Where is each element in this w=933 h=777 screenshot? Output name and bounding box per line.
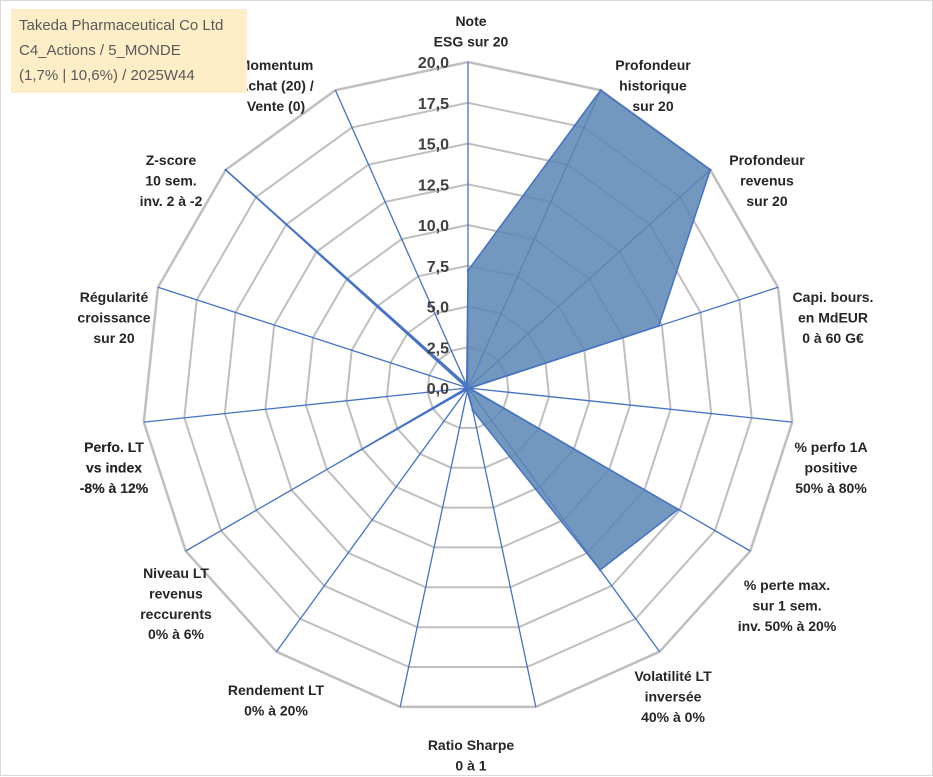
grid-ring	[142, 60, 794, 709]
axis-label-line: -8% à 12%	[80, 480, 149, 496]
axis-label-line: inversée	[645, 689, 702, 705]
axis-label-line: positive	[805, 460, 858, 476]
tick-label: 17,5	[418, 96, 449, 113]
axis-label: Perfo. LT vs index -8% à 12%	[80, 439, 149, 496]
axis-label-line: sur 1 sem.	[752, 598, 821, 614]
info-stats: (1,7% | 10,6%) / 2025W44	[19, 67, 195, 84]
data-point	[466, 269, 470, 272]
data-series-area	[225, 89, 712, 572]
data-point	[224, 168, 227, 172]
axis-label-line: historique	[619, 78, 687, 94]
axis-spoke	[334, 89, 469, 389]
axis-label-line: 0 à 60 G€	[802, 330, 864, 346]
axis-label: Momentum Achat (20) / Vente (0)	[238, 57, 314, 114]
tick-label: 5,0	[427, 300, 449, 317]
axis-label-line: 10 sem.	[145, 173, 196, 189]
axis-label-line: Vente (0)	[247, 98, 305, 114]
axis-label-line: Capi. bours.	[793, 289, 874, 305]
axis-label-line: croissance	[77, 310, 150, 326]
axis-spoke	[157, 286, 469, 389]
tick-label: 10,0	[418, 218, 449, 235]
axis-label-line: Profondeur	[615, 57, 691, 73]
info-category: C4_Actions / 5_MONDE	[19, 42, 181, 59]
axis-label-line: Rendement LT	[228, 682, 325, 698]
axis-label-line: ESG sur 20	[434, 34, 509, 50]
axis-label-line: inv. 50% à 20%	[738, 618, 837, 634]
axis-label-line: vs index	[86, 460, 142, 476]
data-point	[657, 324, 660, 328]
axis-spoke	[467, 387, 537, 708]
axis-label: Profondeur historique sur 20	[615, 57, 691, 114]
axis-label: % perfo 1A positive 50% à 80%	[794, 439, 867, 496]
axis-spoke	[467, 387, 793, 423]
axis-label-line: Ratio Sharpe	[428, 737, 515, 753]
axis-label: Perfo. LT vs index -8% à 12%	[80, 439, 149, 496]
axis-label: % perte max. sur 1 sem. inv. 50% à 20%	[738, 577, 837, 634]
tick-label: 7,5	[427, 259, 449, 276]
axis-label-line: Z-score	[146, 152, 197, 168]
tick-label: 20,0	[418, 55, 449, 72]
axis-label-line: -8% à 12%	[80, 480, 149, 496]
axis-label: Z-score 10 sem. inv. 2 à -2	[140, 152, 203, 209]
axis-label-line: revenus	[740, 173, 794, 189]
fund-info-box: Takeda Pharmaceutical Co Ltd C4_Actions …	[11, 9, 247, 93]
axis-label-line: Perfo. LT	[84, 439, 144, 455]
grid-ring	[183, 101, 753, 668]
info-company: Takeda Pharmaceutical Co Ltd	[19, 17, 224, 34]
axis-label-line: % perfo 1A	[794, 439, 867, 455]
axis-label: Niveau LT revenus reccurents 0% à 6%	[140, 565, 212, 642]
axis-spoke	[399, 387, 469, 708]
axis-label-line: Achat (20) /	[238, 78, 314, 94]
data-point	[599, 89, 602, 92]
data-point	[465, 386, 468, 389]
axis-label-line: Niveau LT	[143, 565, 209, 581]
axis-label-line: 0% à 6%	[148, 626, 205, 642]
axis-label-line: reccurents	[140, 606, 212, 622]
axis-label-line: Volatilité LT	[634, 668, 712, 684]
axis-label: Ratio Sharpe 0 à 1	[428, 737, 515, 773]
data-point	[471, 409, 474, 412]
axis-label: Note ESG sur 20	[434, 13, 509, 49]
tick-label: 15,0	[418, 137, 449, 154]
data-point	[709, 168, 712, 172]
axis-label-line: sur 20	[632, 98, 673, 114]
axis-label-line: sur 20	[93, 330, 134, 346]
axis-label-line: 40% à 0%	[641, 709, 705, 725]
data-point	[349, 454, 352, 457]
axis-spoke	[143, 387, 469, 423]
axis-label: Rendement LT 0% à 20%	[228, 682, 325, 718]
axis-label-line: Note	[455, 13, 486, 29]
axis-label-line: vs index	[86, 460, 142, 476]
axis-label-line: 0 à 1	[455, 758, 486, 774]
axis-label-line: Momentum	[239, 57, 314, 73]
axis-label-line: en MdEUR	[798, 310, 868, 326]
data-point	[465, 383, 468, 387]
axis-label-line: revenus	[149, 586, 203, 602]
axis-label: Capi. bours. en MdEUR 0 à 60 G€	[793, 289, 874, 346]
axis-label: Profondeur revenus sur 20	[729, 152, 805, 209]
axis-label-line: Régularité	[80, 289, 149, 305]
axis-label-line: 0% à 20%	[244, 703, 308, 719]
data-point	[466, 390, 469, 393]
axis-label: Régularité croissance sur 20	[77, 289, 150, 346]
tick-label: 2,5	[427, 340, 449, 357]
data-point	[468, 387, 471, 390]
axis-label-line: sur 20	[746, 193, 787, 209]
axis-label-line: % perte max.	[744, 577, 830, 593]
axis-label-line: 50% à 80%	[795, 480, 867, 496]
axis-label: Volatilité LT inversée 40% à 0%	[634, 668, 712, 725]
data-point	[677, 508, 680, 511]
axis-label-line: Profondeur	[729, 152, 805, 168]
axis-label-line: inv. 2 à -2	[140, 193, 203, 209]
tick-label: 0,0	[427, 381, 449, 398]
axis-label-line: Perfo. LT	[84, 439, 144, 455]
tick-label: 12,5	[418, 177, 449, 194]
axis-spoke	[275, 387, 469, 653]
data-point	[599, 568, 602, 572]
